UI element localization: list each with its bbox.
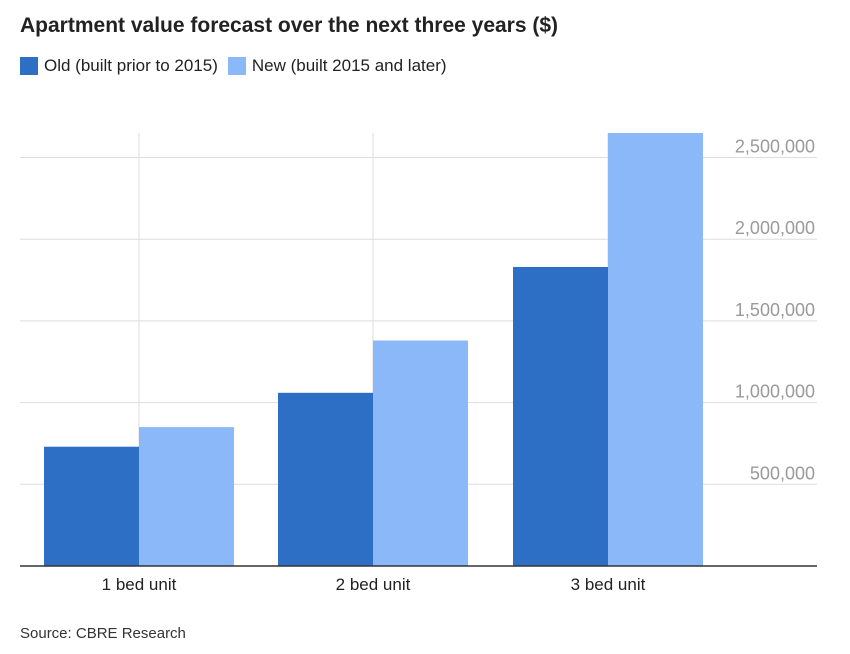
bar-new bbox=[373, 340, 468, 566]
bar-new bbox=[139, 427, 234, 566]
legend-swatch-new bbox=[227, 57, 246, 75]
legend-label-old: Old (built prior to 2015) bbox=[44, 56, 218, 75]
y-tick-label: 500,000 bbox=[750, 463, 815, 483]
chart-title: Apartment value forecast over the next t… bbox=[20, 14, 559, 37]
legend-item-new: New (built 2015 and later) bbox=[227, 56, 447, 76]
y-tick-label: 2,000,000 bbox=[735, 218, 815, 238]
bar-old bbox=[44, 446, 139, 566]
bar-old bbox=[278, 392, 373, 566]
source-note: Source: CBRE Research bbox=[20, 625, 186, 642]
legend-item-old: Old (built prior to 2015) bbox=[20, 56, 218, 76]
legend-swatch-old bbox=[20, 57, 38, 75]
y-tick-label: 2,500,000 bbox=[735, 137, 815, 157]
y-tick-label: 1,500,000 bbox=[735, 300, 815, 320]
x-tick-label: 3 bed unit bbox=[571, 575, 646, 594]
bar-new bbox=[608, 133, 703, 566]
x-tick-label: 2 bed unit bbox=[336, 575, 411, 594]
legend-label-new: New (built 2015 and later) bbox=[251, 56, 447, 75]
bar-old bbox=[513, 266, 608, 566]
y-tick-label: 1,000,000 bbox=[735, 382, 815, 402]
legend: Old (built prior to 2015) New (built 201… bbox=[20, 56, 457, 76]
x-tick-label: 1 bed unit bbox=[102, 575, 177, 594]
